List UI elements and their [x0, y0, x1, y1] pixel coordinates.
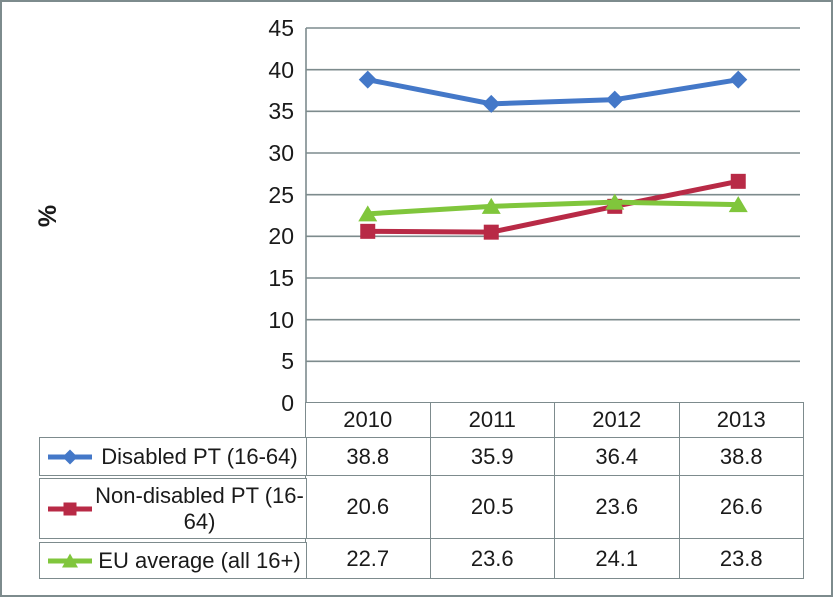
legend-triangle-marker-icon [48, 553, 92, 567]
table-row: 22.7 23.6 24.1 23.8 [305, 538, 804, 579]
year-header-cell: 2011 [429, 402, 555, 438]
value-cell: 36.4 [554, 437, 680, 476]
legend-entry: Disabled PT (16-64) [39, 437, 307, 476]
series-line-2 [367, 199, 739, 217]
legend-entry: Non-disabled PT (16-64) [39, 478, 307, 539]
data-point-marker-square-icon [360, 223, 376, 239]
value-cell: 38.8 [678, 437, 804, 476]
year-header-cell: 2012 [554, 402, 680, 438]
data-point-marker-triangle-icon [728, 196, 748, 213]
year-header-cell: 2013 [678, 402, 804, 438]
data-point-marker-triangle-icon [481, 197, 501, 214]
value-cell: 20.5 [429, 475, 555, 539]
data-point-marker-diamond-icon [605, 90, 624, 109]
data-point-marker-triangle-icon [358, 205, 378, 222]
y-axis-tick-label: 45 [268, 15, 294, 41]
data-point-marker-diamond-icon [729, 70, 748, 89]
y-axis-tick-label: 0 [281, 390, 294, 416]
y-axis-tick-label: 40 [268, 56, 294, 83]
legend-label: Disabled PT (16-64) [101, 443, 298, 469]
data-point-marker-diamond-icon [482, 94, 501, 113]
value-cell: 24.1 [554, 538, 680, 579]
value-cell: 23.6 [429, 538, 555, 579]
value-cell: 35.9 [429, 437, 555, 476]
data-point-marker-square-icon [483, 224, 499, 240]
data-point-marker-triangle-icon [605, 193, 625, 210]
table-row: 20.6 20.5 23.6 26.6 [305, 475, 804, 539]
y-axis-tick-label: 5 [281, 348, 294, 375]
series-line-1 [367, 178, 739, 235]
y-axis-title: % [34, 204, 62, 228]
value-cell: 23.6 [554, 475, 680, 539]
y-axis-tick-label: 15 [268, 265, 294, 291]
legend-label: Non-disabled PT (16-64) [95, 482, 304, 534]
y-axis-tick-label: 20 [268, 223, 294, 250]
year-header-cell: 2010 [305, 402, 431, 438]
data-point-marker-diamond-icon [358, 70, 377, 89]
value-cell: 20.6 [305, 475, 431, 539]
data-table: 2010 2011 2012 2013 38.8 35.9 36.4 38.8 20.6 20.5… [305, 402, 804, 579]
data-point-marker-square-icon [730, 173, 746, 189]
value-cell: 22.7 [305, 538, 431, 579]
legend-diamond-marker-icon [48, 449, 92, 464]
value-cell: 38.8 [305, 437, 431, 476]
value-cell: 26.6 [678, 475, 804, 539]
table-row: 38.8 35.9 36.4 38.8 [305, 437, 804, 476]
y-axis-tick-label: 25 [268, 181, 294, 208]
y-axis-tick-label: 10 [268, 306, 294, 333]
table-row-years: 2010 2011 2012 2013 [305, 402, 804, 438]
legend-label: EU average (all 16+) [98, 547, 301, 573]
series-line-0 [367, 77, 739, 107]
y-axis-tick-label: 35 [268, 98, 294, 125]
value-cell: 23.8 [678, 538, 804, 579]
legend-square-marker-icon [48, 502, 92, 515]
legend-entry: EU average (all 16+) [39, 542, 307, 579]
y-axis-tick-label: 30 [268, 140, 294, 166]
